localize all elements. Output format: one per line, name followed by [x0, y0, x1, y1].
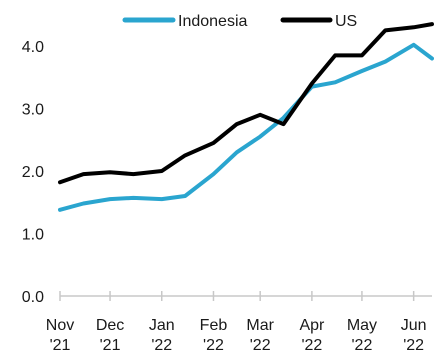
- x-tick-label-month: Jan: [149, 317, 175, 334]
- chart-legend: Indonesia US: [122, 13, 357, 30]
- series-line-us: [58, 22, 434, 185]
- y-tick-label: 1.0: [22, 227, 44, 244]
- x-tick-label-year: '22: [203, 337, 224, 354]
- x-tick-label-year: '22: [250, 337, 271, 354]
- x-tick-label-year: '22: [301, 337, 322, 354]
- x-tick-label-year: '21: [50, 337, 71, 354]
- x-tick-label-month: Feb: [200, 317, 228, 334]
- x-tick-label-year: '22: [403, 337, 424, 354]
- y-tick-label: 2.0: [22, 164, 44, 181]
- x-axis: Nov '21 Dec '21 Jan '22 Feb '22 Mar '22 Apr '22 May '…: [46, 291, 432, 354]
- series-line-indonesia: [58, 42, 434, 212]
- legend-label-indonesia: Indonesia: [178, 13, 247, 30]
- y-tick-label: 4.0: [22, 39, 44, 56]
- x-tick-label-month: Nov: [46, 317, 74, 334]
- y-tick-label: 3.0: [22, 102, 44, 119]
- x-tick-label-year: '22: [151, 337, 172, 354]
- x-tick-label-month: Apr: [299, 317, 325, 334]
- x-tick-label-year: '21: [100, 337, 121, 354]
- plot-area: [58, 22, 434, 212]
- x-tick-label-month: May: [347, 317, 377, 334]
- y-axis: 0.0 1.0 2.0 3.0 4.0: [22, 39, 44, 306]
- x-tick-label-year: '22: [352, 337, 373, 354]
- x-tick-label-month: Jun: [401, 317, 427, 334]
- x-tick-label-month: Dec: [96, 317, 124, 334]
- y-tick-label: 0.0: [22, 289, 44, 306]
- x-tick-label-month: Mar: [246, 317, 274, 334]
- legend-label-us: US: [335, 13, 357, 30]
